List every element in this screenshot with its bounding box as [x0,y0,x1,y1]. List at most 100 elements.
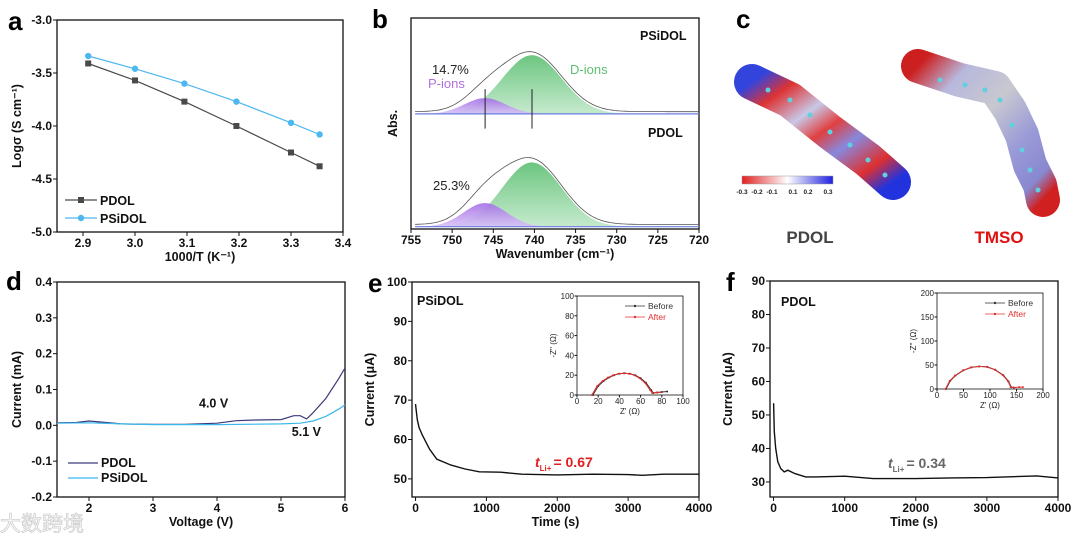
envelope-line [415,51,699,113]
legend-label: PSiDOL [100,212,147,226]
sample-label: PSiDOL [640,29,687,43]
inset-point [606,376,609,379]
data-point-psidol [131,65,139,72]
y-tick-label: 50 [925,361,934,370]
inset-point [596,385,599,388]
x-axis-label: Wavenumber (cm⁻¹) [496,247,615,261]
atom [997,97,1003,103]
x-tick-label: 2000 [902,501,929,515]
atom [1009,122,1015,128]
molecule-label: TMSO [974,228,1023,247]
x-tick-label: 3.1 [179,236,196,250]
x-tick-label: 4000 [686,501,713,515]
inset-point [649,389,652,392]
data-point-pdol [288,149,294,156]
inset-point [1009,386,1012,389]
sample-label: PDOL [781,295,816,309]
x-tick-label: 1000 [831,501,858,515]
y-tick-label: 30 [752,475,766,489]
data-point-psidol [316,131,323,138]
x-tick-label: 20 [594,397,603,406]
y-tick-label: -4.5 [31,172,52,186]
inset-line-before [945,365,1014,390]
x-tick-label: 3.2 [231,236,248,250]
y-tick-label: 100 [561,292,575,301]
sample-label: PDOL [648,126,683,140]
panel-e-inset-axes: 0 20 40 60 80 100 0 20 40 60 80 100 Z' (Ω) -Z'' (Ω) [549,292,690,416]
y-tick-label: 20 [565,371,574,380]
x-tick-label: 3000 [974,501,1001,515]
x-tick-label: 200 [1036,391,1050,400]
y-tick-label: 80 [752,307,766,321]
data-point-pdol [132,77,138,84]
inset-point [651,392,654,395]
atom [865,157,871,163]
inset-legend-label: Before [1008,298,1033,308]
t-symbol: t [888,455,894,471]
atom [765,87,771,93]
plot-frame [411,281,700,498]
x-tick-label: 60 [636,397,645,406]
colorbar-tick-label: -0.3 [736,189,748,196]
data-point-psidol [85,52,92,60]
inset-legend-marker [993,301,997,305]
x-axis-label: 1000/T (K⁻¹) [165,250,236,264]
x-axis-label: Voltage (V) [169,515,233,529]
peak-fill-p-ions [415,203,699,227]
inset-point [993,368,996,371]
x-axis-label: Time (s) [532,515,580,529]
x-tick-label: 80 [657,397,666,406]
y-axis-label: Logσ (S cm⁻¹) [10,84,24,168]
y-axis-label: Current (mA) [10,351,24,428]
atom [1035,187,1041,193]
x-tick-label: 3 [150,501,157,515]
inset-legend-label: Before [648,301,673,311]
y-tick-label: 40 [565,351,574,360]
inset-legend-marker [633,304,637,308]
panel-letter-c: c [736,4,750,34]
series-line-psidol [56,404,346,426]
data-point-pdol [181,98,188,105]
colorbar-tick-label: 0.3 [823,189,832,196]
x-tick-label: 4000 [1045,501,1072,515]
y-tick-label: 0 [930,385,935,394]
atom [807,112,813,118]
panel-d-axes: 2 3 4 5 6 -0.2 -0.1 0.0 0.1 0.2 0.3 0.4 Voltage (V) C… [10,275,349,529]
colorbar [741,175,834,185]
x-tick-label: 750 [442,233,462,247]
panel-letter-f: f [726,267,735,297]
x-tick-label: 100 [676,397,690,406]
inset-point [590,394,593,396]
t-symbol: t [535,454,541,470]
y-tick-label: 50 [394,472,408,486]
y-tick-label: 0.0 [35,418,52,432]
molecule-label: PDOL [786,228,833,247]
y-axis-label: Abs. [386,110,400,137]
series-line-pdol [56,367,346,425]
x-tick-label: 5 [278,501,285,515]
x-tick-label: 720 [689,233,709,247]
y-tick-label: 50 [752,408,766,422]
envelope-line [415,157,699,225]
t-subscript: Li+ [893,465,905,474]
x-tick-label: 0 [575,397,580,406]
y-axis-label: -Z'' (Ω) [549,333,558,357]
pdol-molecule-surface [734,64,911,200]
inset-point [969,366,972,369]
inset-point [954,374,957,377]
y-tick-label: -3.0 [31,13,52,27]
x-tick-label: 1000 [473,501,500,515]
y-tick-label: 80 [394,354,408,368]
inset-point [977,365,980,368]
y-tick-label: -3.5 [31,66,52,80]
y-tick-label: 70 [394,393,408,407]
legend-marker [78,197,84,203]
x-tick-label: 50 [959,391,968,400]
y-axis-label: Current (μA) [363,353,377,427]
x-axis-label: Z' (Ω) [620,407,640,416]
inset-point [659,391,662,394]
atom [827,129,833,135]
panel-b-axes: 755 750 745 740 735 730 725 720 Wavenumber (cm⁻¹… [386,17,709,261]
transference-number: tLi+ = 0.34 [888,455,946,474]
